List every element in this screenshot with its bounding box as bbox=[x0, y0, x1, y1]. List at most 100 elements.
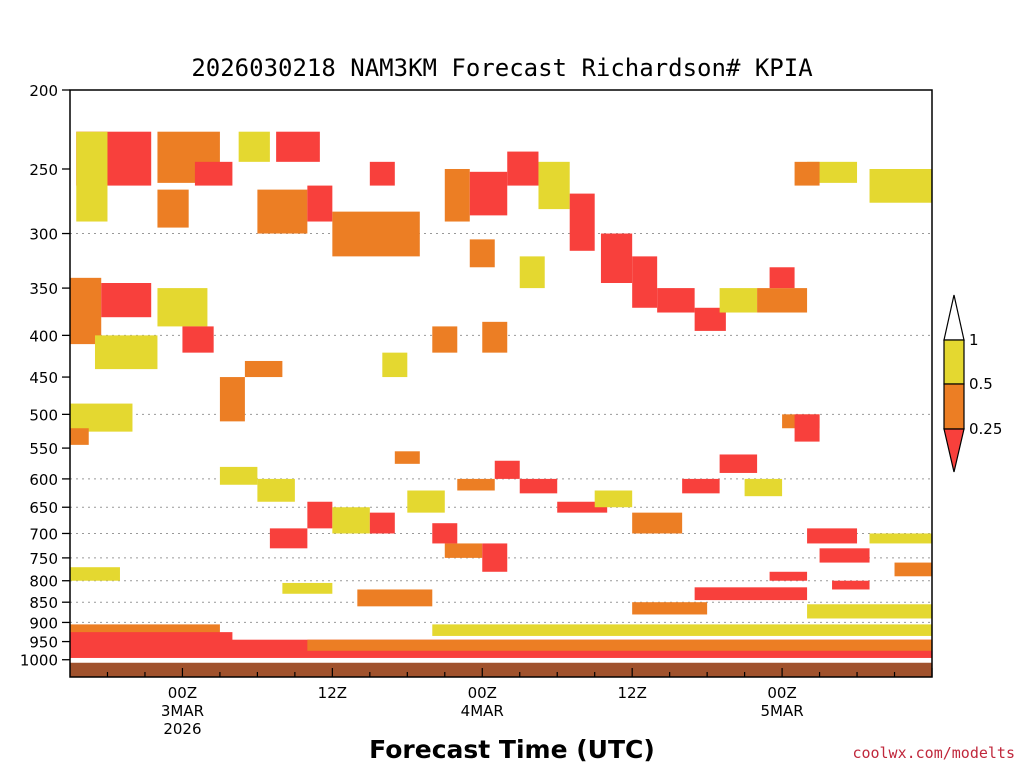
heat-cell bbox=[357, 589, 433, 607]
heat-cell bbox=[807, 604, 932, 619]
heat-cell bbox=[538, 161, 570, 210]
chart-title: 2026030218 NAM3KM Forecast Richardson# K… bbox=[191, 54, 813, 82]
credit-link[interactable]: coolwx.com/modelts bbox=[852, 744, 1015, 762]
heat-cell bbox=[76, 131, 108, 222]
y-tick-label: 200 bbox=[29, 82, 58, 100]
legend-arrow-red bbox=[943, 428, 965, 473]
heat-cell bbox=[307, 639, 932, 651]
heat-cell bbox=[282, 582, 333, 594]
y-tick-label: 250 bbox=[29, 161, 58, 179]
heat-cell bbox=[557, 501, 608, 513]
heat-cell bbox=[832, 580, 870, 590]
heat-cell bbox=[257, 478, 295, 502]
heat-cell bbox=[632, 256, 658, 308]
heat-cell bbox=[369, 161, 395, 186]
heat-cell bbox=[432, 326, 458, 353]
legend-label: 1 bbox=[969, 331, 979, 349]
heat-cell bbox=[569, 193, 595, 251]
y-tick-label: 350 bbox=[29, 280, 58, 298]
heat-cell bbox=[594, 490, 633, 508]
ground-layer bbox=[70, 660, 932, 677]
heat-cell bbox=[444, 168, 470, 222]
y-tick-label: 650 bbox=[29, 499, 58, 517]
heat-cell bbox=[332, 211, 420, 257]
heat-cell bbox=[469, 239, 495, 268]
y-tick-label: 700 bbox=[29, 525, 58, 543]
heat-cell bbox=[257, 189, 308, 234]
x-axis-label: Forecast Time (UTC) bbox=[369, 735, 655, 764]
heat-cell bbox=[869, 533, 932, 544]
x-tick-label: 2026 bbox=[163, 720, 201, 738]
heat-cell bbox=[70, 567, 120, 581]
x-tick-label: 12Z bbox=[617, 684, 646, 702]
heat-cell bbox=[632, 602, 708, 615]
heat-cell bbox=[70, 277, 102, 345]
heat-cell bbox=[794, 414, 820, 442]
heat-cell bbox=[432, 523, 458, 544]
ground-surface bbox=[70, 661, 932, 677]
heat-cell bbox=[382, 352, 408, 378]
heat-cell bbox=[494, 460, 520, 479]
heat-cell bbox=[744, 478, 783, 497]
heat-cell bbox=[519, 256, 545, 289]
y-tick-label: 950 bbox=[29, 634, 58, 652]
heat-cell bbox=[807, 528, 858, 544]
y-tick-label: 450 bbox=[29, 369, 58, 387]
heat-cell bbox=[719, 454, 758, 473]
x-tick-label: 5MAR bbox=[761, 702, 804, 720]
heat-cell bbox=[444, 543, 483, 558]
x-tick-label: 3MAR bbox=[161, 702, 204, 720]
y-axis: 200 250 300 350 400 450 500 550 600 650 700 750 800 8… bbox=[20, 82, 70, 670]
y-tick-label: 550 bbox=[29, 440, 58, 458]
heat-cell bbox=[394, 451, 420, 464]
heat-cell bbox=[694, 587, 808, 601]
y-tick-label: 900 bbox=[29, 614, 58, 632]
heat-cell bbox=[819, 548, 870, 563]
heat-cell bbox=[657, 288, 695, 313]
heat-cell bbox=[70, 403, 133, 432]
heat-cell bbox=[719, 288, 758, 313]
heat-cell bbox=[238, 131, 270, 162]
heat-cell bbox=[682, 478, 720, 494]
heat-cell bbox=[869, 168, 932, 203]
legend-swatch-yellow bbox=[943, 339, 965, 385]
heat-cell bbox=[757, 288, 808, 313]
x-tick-label: 12Z bbox=[318, 684, 347, 702]
heat-cell bbox=[157, 189, 189, 228]
y-tick-label: 850 bbox=[29, 594, 58, 612]
heat-cell bbox=[632, 512, 683, 534]
heat-cell bbox=[600, 233, 633, 284]
heat-cell bbox=[469, 171, 508, 216]
heat-cell bbox=[219, 377, 245, 422]
y-tick-label: 1000 bbox=[20, 652, 58, 670]
heat-cell bbox=[369, 512, 395, 534]
plot-frame bbox=[69, 89, 933, 678]
heat-cell bbox=[219, 466, 258, 485]
x-tick-label: 00Z bbox=[767, 684, 796, 702]
y-tick-label: 600 bbox=[29, 471, 58, 489]
heat-cell bbox=[194, 161, 233, 186]
legend-swatch-orange bbox=[943, 383, 965, 430]
x-tick-label: 00Z bbox=[168, 684, 197, 702]
heat-cell bbox=[276, 131, 320, 162]
heat-cell bbox=[482, 321, 508, 353]
heat-cell bbox=[244, 360, 283, 378]
heat-cell bbox=[94, 335, 158, 370]
heat-cell bbox=[894, 562, 932, 577]
heat-cell bbox=[182, 326, 214, 353]
heat-cell bbox=[307, 501, 333, 529]
heat-cell bbox=[482, 543, 508, 572]
y-tick-label: 750 bbox=[29, 550, 58, 568]
heat-cell bbox=[794, 161, 820, 186]
heat-cell bbox=[157, 288, 208, 327]
y-tick-label: 500 bbox=[29, 406, 58, 424]
y-tick-label: 300 bbox=[29, 226, 58, 244]
heat-cell bbox=[332, 507, 370, 534]
y-tick-label: 800 bbox=[29, 573, 58, 591]
legend-label: 0.25 bbox=[969, 420, 1002, 438]
heat-cell bbox=[70, 428, 89, 445]
legend-label: 0.5 bbox=[969, 375, 993, 393]
color-legend: 1 0.5 0.25 bbox=[943, 294, 1002, 473]
heat-cell bbox=[269, 528, 308, 549]
